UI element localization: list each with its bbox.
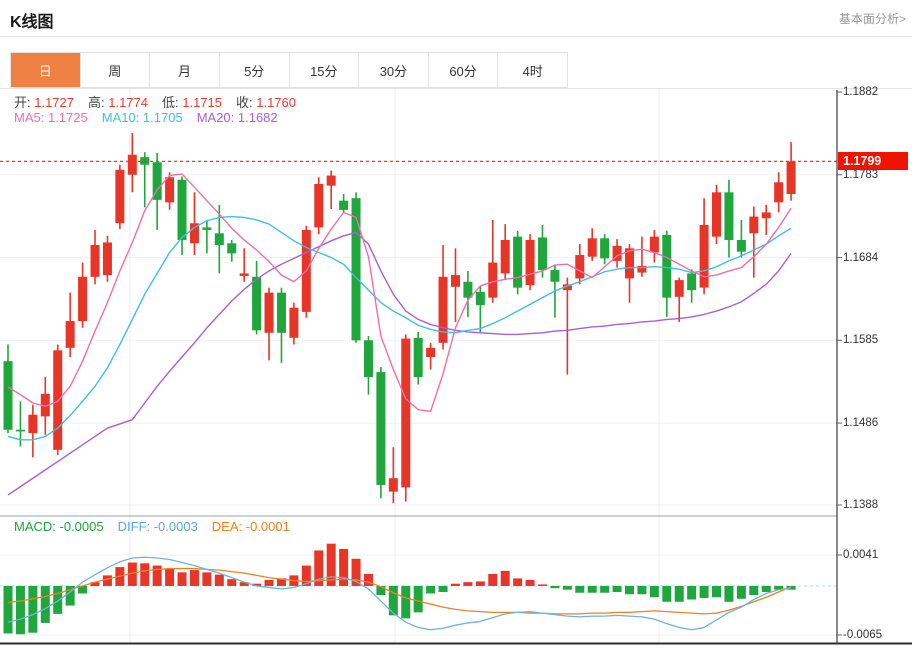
current-price-badge: 1.1799 [838, 152, 908, 171]
header: K线图 基本面分析> [0, 0, 912, 37]
page-title: K线图 [10, 14, 54, 31]
tab-period-6[interactable]: 60分 [428, 53, 499, 87]
tab-period-1[interactable]: 周 [80, 53, 151, 87]
price-axis-label: 1.1684 [843, 251, 879, 264]
tab-period-4[interactable]: 15分 [289, 53, 360, 87]
price-axis-label: 1.1882 [843, 86, 879, 98]
price-axis-label: 1.1585 [843, 334, 879, 347]
tab-period-5[interactable]: 30分 [359, 53, 429, 87]
price-axis-label: 1.1486 [843, 417, 879, 430]
macd-axis-label: -0.0065 [843, 629, 883, 641]
price-axis-label: 1.1388 [843, 499, 879, 511]
dea-line [7, 567, 792, 615]
fundamental-analysis-link[interactable]: 基本面分析> [838, 12, 906, 26]
ma10-line [7, 215, 792, 441]
ma20-line [7, 231, 792, 496]
ma5-line [7, 173, 792, 413]
diff-line [7, 556, 792, 631]
tab-period-3[interactable]: 5分 [219, 53, 290, 87]
candles-layer [3, 132, 796, 504]
tab-period-7[interactable]: 4时 [498, 53, 567, 87]
price-axis-label: 1.1783 [843, 168, 879, 181]
period-tab-bar: 日周月 5分 15分 30分 60分 4时 [10, 52, 568, 88]
tab-period-2[interactable]: 月 [150, 53, 220, 87]
macd-axis-label: 0.0041 [843, 549, 879, 561]
tab-period-0[interactable]: 日 [11, 53, 81, 87]
macd-histogram-layer [3, 543, 796, 635]
